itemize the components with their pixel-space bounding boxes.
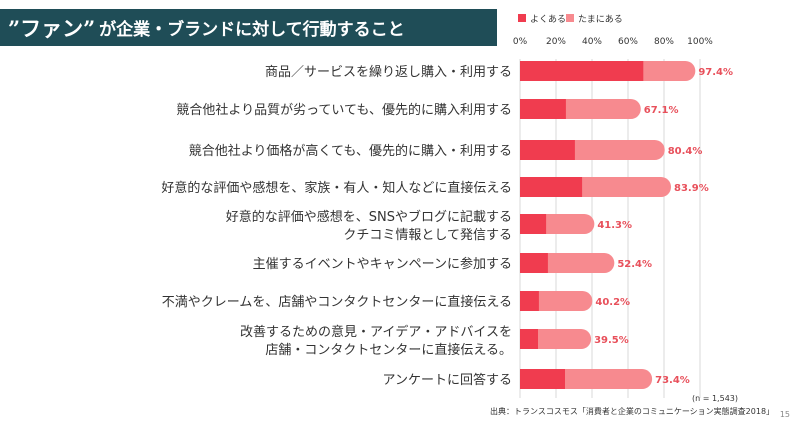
sample-size-note: (n = 1,543) <box>691 394 738 403</box>
bar-total-label: 73.4% <box>655 375 690 386</box>
x-tick-label: 0% <box>513 37 528 47</box>
category-label: 競合他社より価格が高くても、優先的に購入・利用する <box>189 143 512 159</box>
category-label: 好意的な評価や感想を、家族・有人・知人などに直接伝える <box>161 180 512 196</box>
category-label: 不満やクレームを、店舗やコンタクトセンターに直接伝える <box>162 294 512 310</box>
x-tick-label: 20% <box>546 37 566 47</box>
category-label: 主催するイベントやキャンペーンに参加する <box>253 256 512 272</box>
bar-total-label: 41.3% <box>597 220 632 231</box>
category-label: クチコミ情報として発信する <box>343 228 512 243</box>
bar-segment-often <box>520 291 539 311</box>
legend-swatch <box>566 14 574 22</box>
page-number: 15 <box>779 410 790 419</box>
slide-title: ”ファン” が企業・ブランドに対して行動すること <box>0 9 497 46</box>
category-label: 好意的な評価や感想を、SNSやブログに記載する <box>226 209 512 225</box>
bar-total-label: 40.2% <box>595 297 630 308</box>
x-tick-label: 80% <box>654 37 674 47</box>
x-tick-label: 100% <box>687 37 713 47</box>
bar-segment-often <box>520 177 583 197</box>
bar-segment-often <box>520 99 566 119</box>
bar-total-label: 67.1% <box>644 105 679 116</box>
category-label: 改善するための意見・アイデア・アドバイスを <box>240 324 512 340</box>
title-main-text: が企業・ブランドに対して行動すること <box>99 20 405 40</box>
bar-total-label: 97.4% <box>698 67 733 78</box>
legend-label: よくある <box>530 14 566 25</box>
bar-total-label: 80.4% <box>668 146 703 157</box>
bar-total-label: 83.9% <box>674 183 709 194</box>
bar-segment-often <box>520 214 547 234</box>
bar-segment-often <box>520 329 538 349</box>
source-note: 出典：トランスコスモス「消費者と企業のコミュニケーション実態調査2018」 <box>490 407 775 416</box>
x-tick-label: 40% <box>582 37 602 47</box>
category-label: 商品／サービスを繰り返し購入・利用する <box>265 65 512 80</box>
legend-label: たまにある <box>578 14 623 25</box>
bar-total-label: 39.5% <box>594 335 629 346</box>
bar-segment-often <box>520 369 565 389</box>
legend-swatch <box>518 14 526 22</box>
x-tick-label: 60% <box>618 37 638 47</box>
bar-segment-often <box>520 140 575 160</box>
category-label: アンケートに回答する <box>383 372 512 388</box>
bar-total-label: 52.4% <box>617 259 652 270</box>
category-label: 店舗・コンタクトセンターに直接伝える。 <box>265 342 512 358</box>
bar-segment-often <box>520 61 644 81</box>
category-label: 競合他社より品質が劣っていても、優先的に購入利用する <box>176 102 512 118</box>
bar-segment-often <box>520 253 548 273</box>
title-fan-text: ”ファン” <box>8 15 96 41</box>
